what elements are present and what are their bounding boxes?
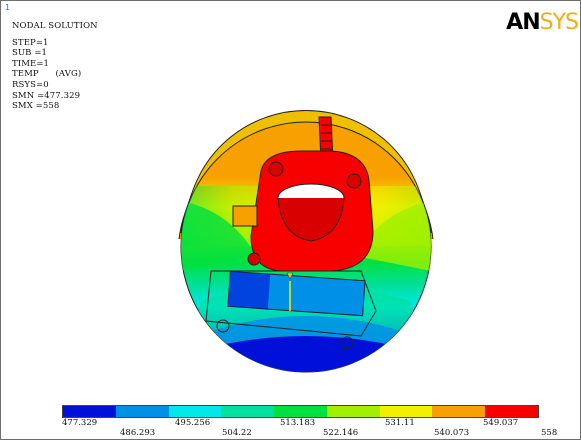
solution-title: NODAL SOLUTION (12, 21, 98, 31)
info-row-rsys: RSYS=0 (12, 79, 49, 90)
legend-label: 495.256 (175, 418, 211, 428)
legend-label: 540.073 (434, 428, 470, 438)
legend-swatch-9 (485, 406, 539, 417)
window-number: 1 (5, 3, 10, 12)
legend-label: 522.146 (323, 428, 359, 438)
legend-label: 504.22 (222, 428, 252, 438)
info-row-smx: SMX =558 (12, 101, 60, 112)
legend-label: 549.037 (483, 418, 519, 428)
color-legend-bar (62, 405, 539, 418)
legend-swatch-2 (115, 406, 169, 417)
legend-swatch-4 (221, 406, 275, 417)
info-row-temp: TEMP (AVG) (12, 69, 82, 80)
legend-swatch-1 (63, 406, 116, 417)
info-row-time: TIME=1 (12, 58, 50, 69)
legend-label: 477.329 (62, 418, 98, 428)
legend-label: 513.183 (280, 418, 316, 428)
info-row-smn: SMN =477.329 (12, 90, 81, 101)
legend-labels: 477.329 495.256 513.183 531.11 549.037 4… (1, 418, 581, 440)
lower-block (205, 270, 377, 350)
legend-swatch-6 (326, 406, 380, 417)
legend-label: 531.11 (385, 418, 415, 428)
solution-info-panel: NODAL SOLUTION STEP=1 SUB =1 TIME=1 TEMP… (12, 21, 98, 112)
legend-swatch-8 (432, 406, 486, 417)
ansys-logo: ANSYS (506, 10, 579, 35)
legend-swatch-5 (274, 406, 327, 417)
info-row-sub: SUB =1 (12, 48, 48, 59)
legend-label: 558 (541, 428, 558, 438)
legend-swatch-7 (379, 406, 433, 417)
legend-label: 486.293 (120, 428, 156, 438)
legend-swatch-3 (168, 406, 222, 417)
info-row-step: STEP=1 (12, 37, 49, 48)
